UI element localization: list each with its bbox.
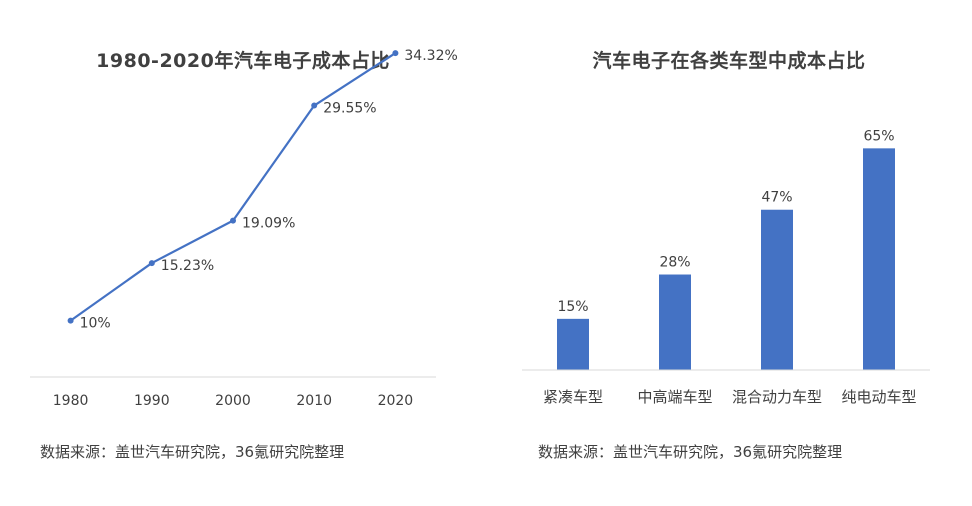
x-tick-label: 紧凑车型 bbox=[543, 388, 603, 406]
data-point bbox=[148, 260, 155, 267]
bar bbox=[863, 148, 895, 370]
x-tick-label: 1980 bbox=[53, 393, 89, 409]
data-label: 29.55% bbox=[323, 101, 376, 117]
data-label: 10% bbox=[80, 316, 111, 332]
x-tick-label: 2020 bbox=[378, 393, 414, 409]
bar bbox=[557, 318, 589, 370]
x-tick-label: 混合动力车型 bbox=[732, 388, 822, 406]
x-tick-label: 1990 bbox=[134, 393, 170, 409]
data-label: 19.09% bbox=[242, 216, 295, 232]
bar-value-label: 15% bbox=[557, 299, 588, 315]
line-chart-panel: 1980-2020年汽车电子成本占比 10% 1980 15.23% 1990 19.0… bbox=[30, 48, 458, 461]
bar bbox=[659, 274, 691, 370]
line-chart-title: 1980-2020年汽车电子成本占比 bbox=[96, 50, 390, 72]
bar-value-label: 65% bbox=[863, 128, 894, 144]
x-tick-label: 2010 bbox=[296, 393, 332, 409]
bar-chart-source: 数据来源：盖世汽车研究院，36氪研究院整理 bbox=[538, 443, 843, 461]
bar-chart-title: 汽车电子在各类车型中成本占比 bbox=[592, 50, 866, 72]
series-line bbox=[69, 52, 396, 322]
x-tick-label: 2000 bbox=[215, 393, 251, 409]
bar-value-label: 47% bbox=[761, 190, 792, 206]
data-label: 34.32% bbox=[404, 48, 457, 64]
bar-chart: 15% 紧凑车型 28% 中高端车型 47% 混合动力车型 65% 纯电动车型 bbox=[522, 128, 930, 406]
bar-chart-panel: 汽车电子在各类车型中成本占比 15% 紧凑车型 28% 中高端车型 47% 混合动力车型 6… bbox=[486, 0, 972, 506]
x-tick-label: 纯电动车型 bbox=[841, 388, 916, 406]
data-point bbox=[311, 102, 318, 109]
data-point bbox=[392, 50, 399, 57]
line-chart: 10% 1980 15.23% 1990 19.09% 2000 29.55% 2010 34.… bbox=[30, 48, 458, 409]
bar-value-label: 28% bbox=[659, 255, 690, 271]
x-tick-label: 中高端车型 bbox=[637, 388, 712, 406]
bar bbox=[761, 209, 793, 370]
line-chart-source: 数据来源：盖世汽车研究院，36氪研究院整理 bbox=[40, 443, 345, 461]
data-point bbox=[67, 317, 74, 324]
data-label: 15.23% bbox=[161, 258, 214, 274]
data-point bbox=[230, 217, 236, 224]
